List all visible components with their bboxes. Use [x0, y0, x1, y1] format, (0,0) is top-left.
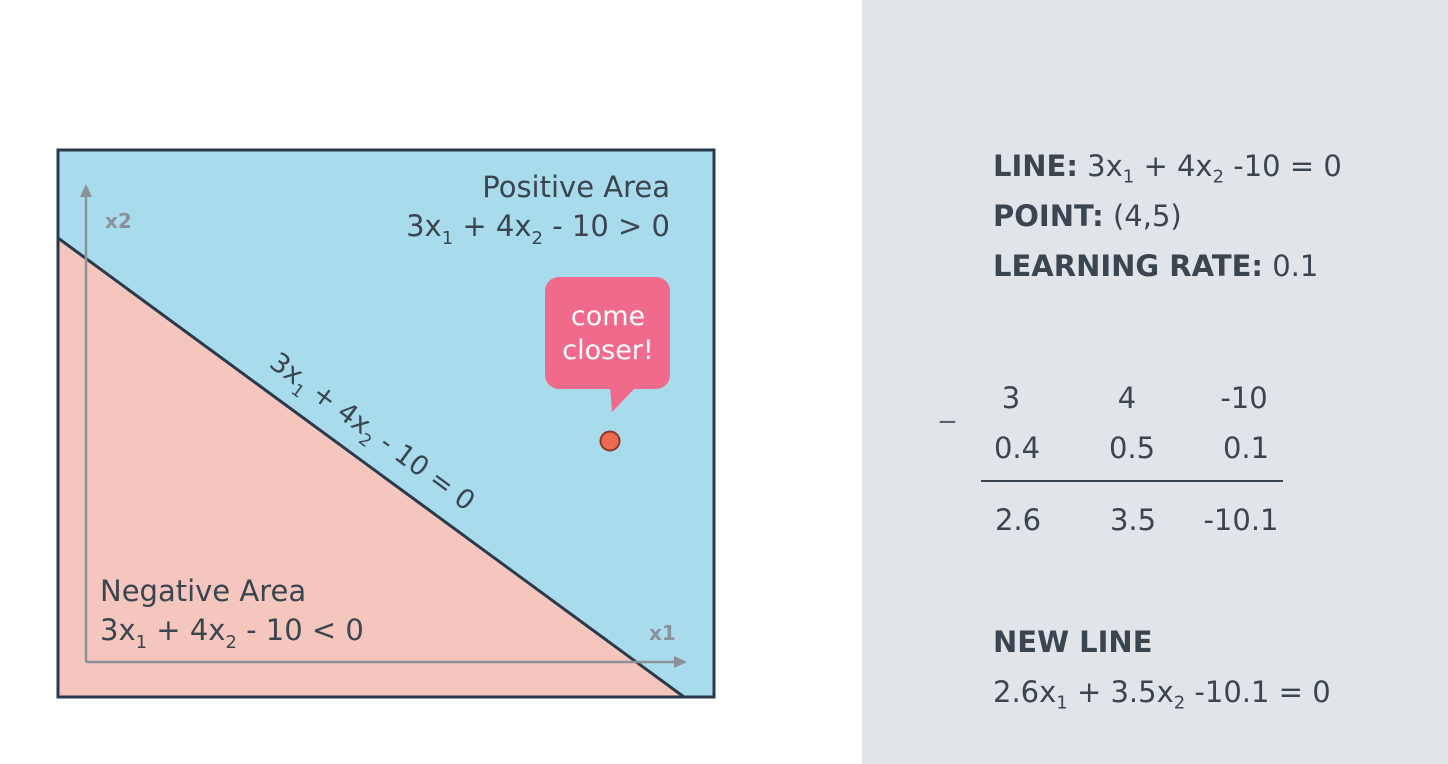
- negative-area-inequality: 3x1 + 4x2 - 10 < 0: [100, 613, 364, 653]
- boundary-line: [57, 236, 685, 699]
- x-axis-arrow-icon: [674, 656, 687, 668]
- subtract-operator: _: [940, 389, 955, 424]
- result-bias: -10.1: [1203, 503, 1279, 537]
- point-info: POINT: (4,5): [993, 199, 1182, 233]
- new-line-title: NEW LINE: [993, 625, 1153, 659]
- row1-bias: -10: [1220, 381, 1268, 415]
- row1-w2: 4: [1117, 381, 1137, 415]
- misclassified-point: [599, 430, 621, 452]
- speech-bubble-line1: come: [571, 301, 645, 332]
- line-info: LINE: 3x1 + 4x2 -10 = 0: [993, 149, 1342, 188]
- row1-w1: 3: [1001, 381, 1021, 415]
- positive-area-title: Positive Area: [482, 170, 670, 204]
- row2-w1: 0.4: [993, 431, 1041, 465]
- negative-area-title: Negative Area: [100, 574, 306, 608]
- learning-rate-info: LEARNING RATE: 0.1: [993, 249, 1319, 283]
- positive-area-inequality: 3x1 + 4x2 - 10 > 0: [406, 209, 670, 249]
- result-w2: 3.5: [1109, 503, 1157, 537]
- result-w1: 2.6: [994, 503, 1042, 537]
- y-axis-label: x2: [105, 209, 132, 233]
- right-panel: [862, 0, 1448, 764]
- subtraction-rule: [981, 480, 1283, 482]
- speech-bubble-line2: closer!: [562, 335, 653, 366]
- row2-bias: 0.1: [1222, 431, 1270, 465]
- diagram: x2 x1 Positive Area 3x1 + 4x2 - 10 > 0 N…: [56, 148, 716, 699]
- new-line-equation: 2.6x1 + 3.5x2 -10.1 = 0: [993, 675, 1331, 714]
- row2-w2: 0.5: [1108, 431, 1156, 465]
- plot-border: [56, 148, 716, 699]
- y-axis-arrow-icon: [80, 184, 92, 197]
- speech-bubble: come closer!: [545, 277, 670, 412]
- x-axis-label: x1: [649, 621, 676, 645]
